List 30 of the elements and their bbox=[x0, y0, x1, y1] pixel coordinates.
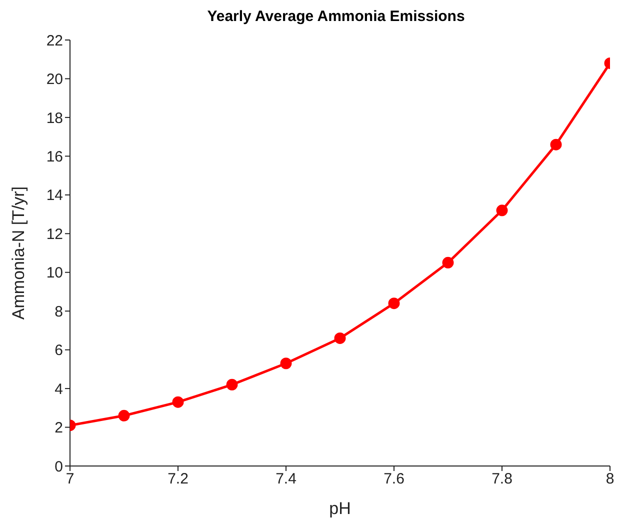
y-tick-label: 2 bbox=[54, 420, 63, 437]
y-tick-label: 20 bbox=[46, 71, 63, 88]
point bbox=[118, 410, 130, 422]
point bbox=[388, 298, 400, 310]
y-tick-label: 0 bbox=[54, 458, 63, 476]
y-tick-label: 4 bbox=[54, 380, 63, 398]
x-tick-label: 8 bbox=[606, 470, 614, 488]
y-tick-label: 12 bbox=[46, 226, 63, 243]
x-tick-label: 7.2 bbox=[168, 470, 188, 488]
y-tick-label: 6 bbox=[54, 342, 63, 360]
y-tick-label: 10 bbox=[46, 264, 63, 282]
chart-title: Yearly Average Ammonia Emissions bbox=[206, 8, 466, 27]
x-axis-title: pH bbox=[329, 499, 351, 518]
x-tick-label: 7.6 bbox=[384, 470, 404, 488]
point bbox=[280, 358, 292, 370]
x-tick-label: 7.4 bbox=[276, 470, 296, 488]
y-tick-label: 22 bbox=[46, 32, 63, 50]
point bbox=[226, 378, 238, 390]
y-tick-label: 16 bbox=[46, 148, 63, 166]
y-axis-title: Ammonia-N [T/yr] bbox=[9, 186, 28, 320]
y-tick-label: 18 bbox=[46, 110, 63, 127]
x-tick-label: 7 bbox=[66, 470, 74, 488]
point bbox=[172, 396, 184, 408]
y-tick-label: 14 bbox=[46, 187, 63, 204]
point bbox=[496, 204, 508, 216]
point bbox=[550, 138, 562, 150]
point bbox=[442, 256, 454, 268]
point bbox=[334, 332, 346, 344]
x-tick-label: 7.8 bbox=[492, 470, 512, 488]
y-tick-label: 8 bbox=[54, 303, 63, 320]
